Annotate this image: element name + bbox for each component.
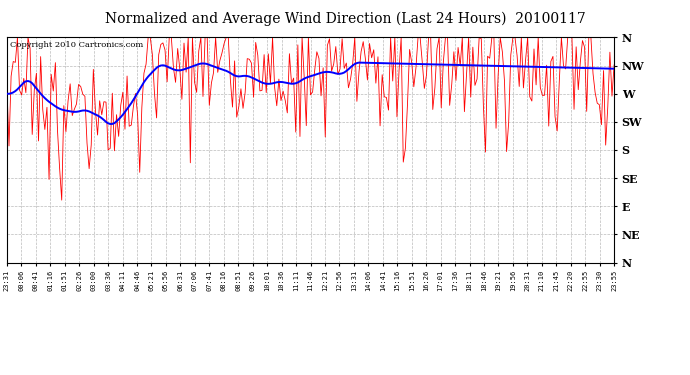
Text: Normalized and Average Wind Direction (Last 24 Hours)  20100117: Normalized and Average Wind Direction (L… bbox=[105, 11, 585, 26]
Text: Copyright 2010 Cartronics.com: Copyright 2010 Cartronics.com bbox=[10, 41, 144, 49]
